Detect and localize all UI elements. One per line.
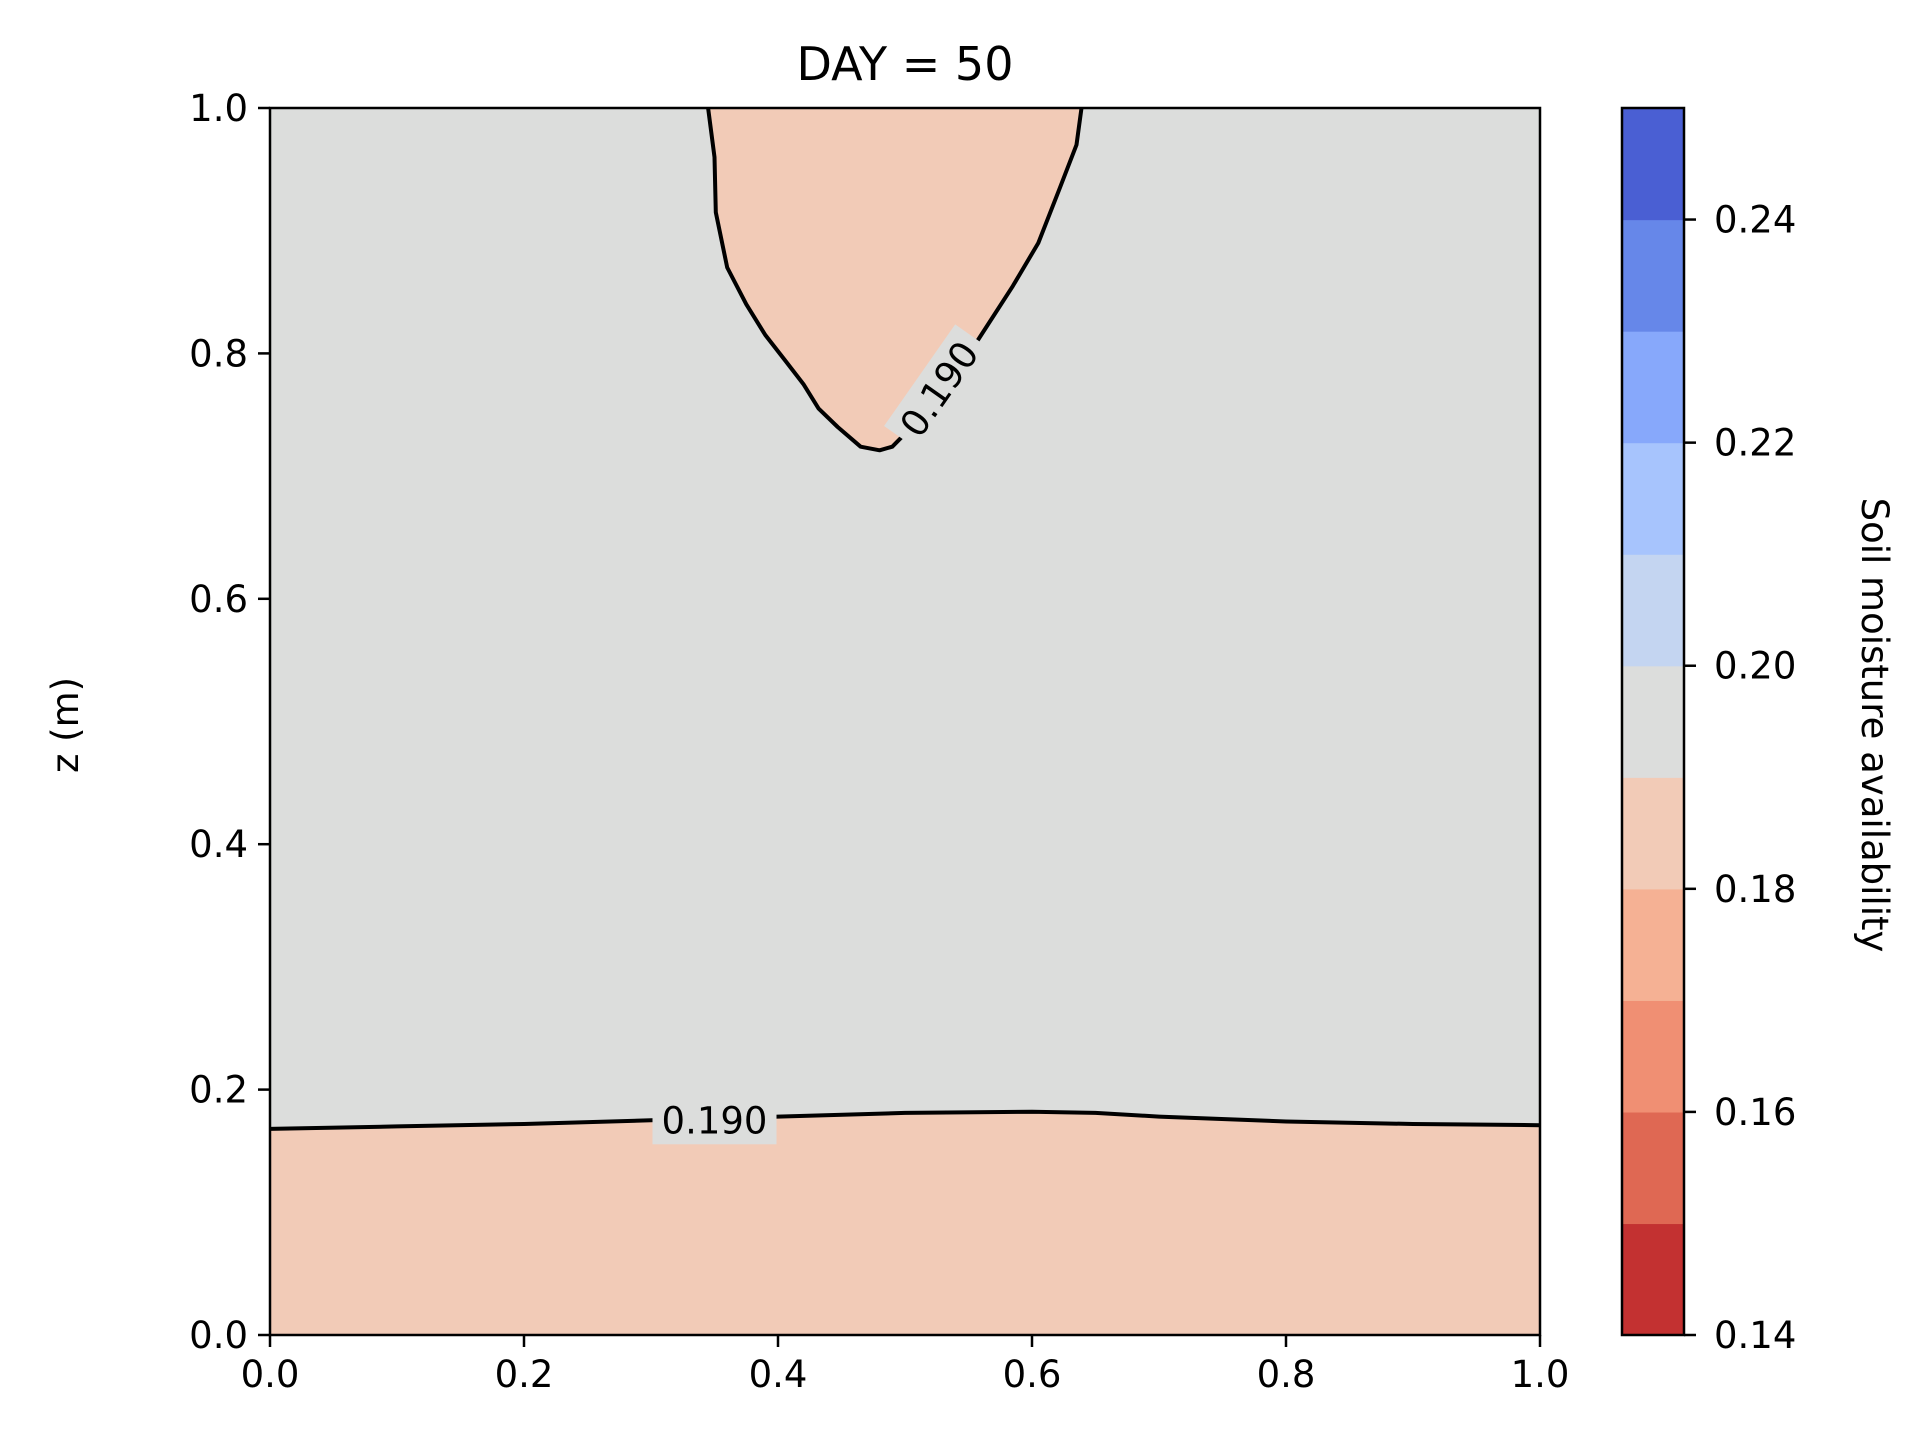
colorbar-swatch	[1622, 219, 1684, 332]
colorbar-swatch	[1622, 1111, 1684, 1225]
colorbar-swatch	[1622, 331, 1684, 444]
colorbar-tick-label: 0.24	[1714, 199, 1796, 242]
contour-line-1	[706, 107, 1084, 453]
colorbar-swatch	[1622, 1223, 1684, 1336]
x-tick-label: 0.8	[1257, 1353, 1316, 1396]
colorbar: 0.14 0.16 0.18 0.20 0.22 0.24 Soil moisture a…	[1620, 106, 1896, 1357]
x-tick-label: 0.4	[749, 1353, 808, 1396]
x-tick-label: 0.2	[495, 1353, 554, 1396]
y-axis-ticks: 0.0 0.2 0.4 0.6 0.8 1.0	[189, 87, 270, 1357]
x-tick-label: 0.0	[241, 1353, 300, 1396]
y-tick-label: 0.0	[189, 1314, 248, 1357]
colorbar-label: Soil moisture availability	[1853, 498, 1896, 953]
contour-label: 0.190	[662, 1099, 768, 1142]
y-tick-label: 0.6	[189, 578, 248, 621]
colorbar-swatch	[1622, 665, 1684, 778]
colorbar-tick-label: 0.20	[1714, 645, 1796, 688]
colorbar-ticks: 0.14 0.16 0.18 0.20 0.22 0.24	[1684, 199, 1796, 1357]
colorbar-tick-label: 0.16	[1714, 1091, 1796, 1134]
colorbar-tick-label: 0.18	[1714, 868, 1796, 911]
contour-label-gap	[884, 324, 995, 454]
colorbar-frame	[1620, 106, 1686, 1337]
colorbar-tick-label: 0.22	[1714, 422, 1796, 465]
colorbar-swatch	[1622, 888, 1684, 1001]
x-tick-label: 1.0	[1511, 1353, 1570, 1396]
plot-frame	[268, 106, 1542, 1337]
y-tick-label: 0.4	[189, 823, 248, 866]
chart-title: DAY = 50	[797, 37, 1014, 91]
y-tick-label: 0.8	[189, 332, 248, 375]
y-tick-label: 1.0	[189, 87, 248, 130]
contour-label-gap	[652, 1096, 777, 1145]
colorbar-swatches	[1622, 108, 1684, 1336]
y-axis-label: z (m)	[44, 677, 87, 773]
x-axis-ticks: 0.0 0.2 0.4 0.6 0.8 1.0	[241, 1335, 1570, 1396]
region-lower-dry-band	[270, 1111, 1540, 1335]
x-tick-label: 0.6	[1003, 1353, 1062, 1396]
colorbar-swatch	[1622, 554, 1684, 667]
y-tick-label: 0.2	[189, 1069, 248, 1112]
contour-line-0	[269, 1109, 1541, 1131]
colorbar-swatch	[1622, 777, 1684, 890]
colorbar-swatch	[1622, 108, 1684, 221]
filled-regions	[270, 108, 1540, 1335]
colorbar-swatch	[1622, 1000, 1684, 1113]
colorbar-tick-label: 0.14	[1714, 1314, 1796, 1357]
region-upper-dry-lobe	[708, 108, 1082, 451]
colorbar-swatch	[1622, 442, 1684, 555]
